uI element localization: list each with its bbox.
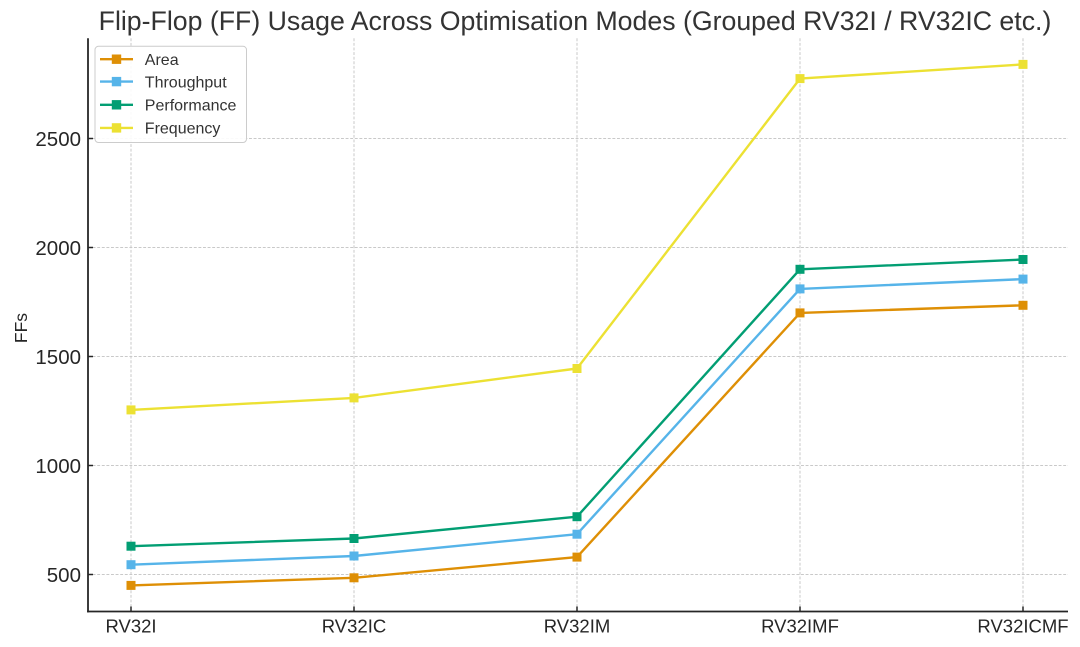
svg-text:RV32ICMF: RV32ICMF (977, 615, 1068, 636)
svg-text:500: 500 (47, 564, 81, 587)
svg-text:2000: 2000 (35, 237, 81, 260)
svg-text:Performance: Performance (145, 98, 237, 115)
svg-text:RV32IC: RV32IC (322, 615, 386, 636)
svg-text:Throughput: Throughput (145, 74, 227, 91)
svg-text:Frequency: Frequency (145, 121, 221, 138)
svg-text:Flip-Flop (FF) Usage Across Op: Flip-Flop (FF) Usage Across Optimisation… (99, 6, 1052, 36)
svg-text:RV32IM: RV32IM (544, 615, 611, 636)
svg-text:2500: 2500 (35, 128, 81, 151)
svg-text:1000: 1000 (35, 455, 81, 478)
svg-text:1500: 1500 (35, 346, 81, 369)
svg-text:RV32IMF: RV32IMF (761, 615, 839, 636)
svg-text:FFs: FFs (11, 313, 31, 343)
svg-text:Area: Area (145, 52, 179, 69)
svg-text:RV32I: RV32I (105, 615, 156, 636)
